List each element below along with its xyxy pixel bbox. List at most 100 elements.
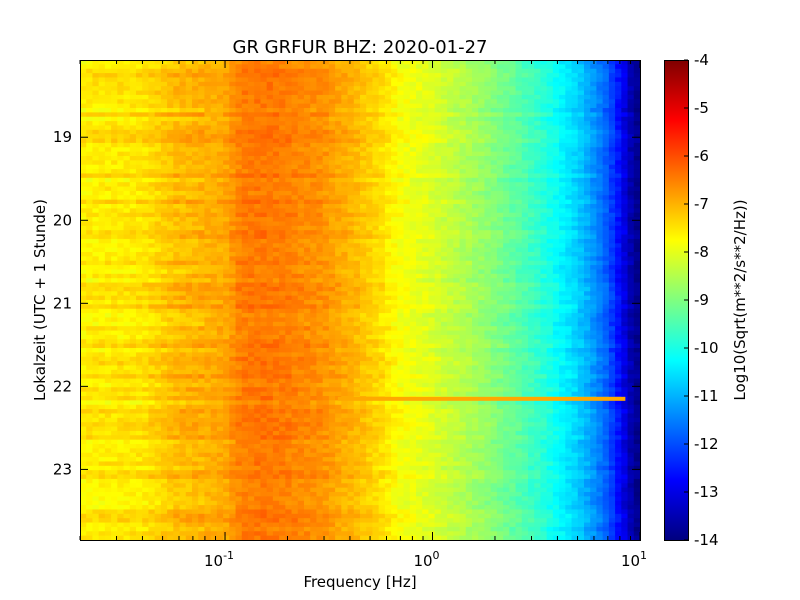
heatmap-cell <box>210 282 218 288</box>
heatmap-cell <box>179 94 187 100</box>
heatmap-cell <box>117 164 125 170</box>
heatmap-cell <box>266 273 274 279</box>
heatmap-cell <box>279 134 286 140</box>
heatmap-cell <box>86 313 94 319</box>
heatmap-cell <box>341 256 349 262</box>
heatmap-cell <box>80 361 87 367</box>
heatmap-cell <box>285 182 293 188</box>
heatmap-cell <box>322 313 330 319</box>
heatmap-cell <box>223 478 230 484</box>
heatmap-cell <box>160 313 168 319</box>
heatmap-cell <box>279 535 286 541</box>
heatmap-cell <box>266 430 274 436</box>
heatmap-cell <box>185 361 193 367</box>
heatmap-cell <box>210 147 218 153</box>
heatmap-cell <box>223 526 230 532</box>
heatmap-cell <box>223 356 230 362</box>
heatmap-cell <box>223 256 230 262</box>
heatmap-cell <box>154 177 162 183</box>
heatmap-cell <box>235 382 243 388</box>
heatmap-cell <box>160 535 168 541</box>
heatmap-cell <box>179 212 187 218</box>
heatmap-cell <box>129 77 137 83</box>
heatmap-cell <box>111 90 118 96</box>
heatmap-cell <box>216 182 224 188</box>
heatmap-cell <box>167 356 174 362</box>
heatmap-cell <box>229 138 237 144</box>
heatmap-cell <box>310 339 318 345</box>
heatmap-cell <box>248 457 255 463</box>
heatmap-cell <box>173 230 181 236</box>
heatmap-cell <box>223 134 230 140</box>
heatmap-cell <box>204 526 212 532</box>
heatmap-cell <box>291 457 299 463</box>
heatmap-cell <box>235 81 243 87</box>
heatmap-cell <box>148 439 156 445</box>
heatmap-cell <box>347 422 355 428</box>
heatmap-cell <box>223 409 230 415</box>
heatmap-cell <box>353 535 361 541</box>
heatmap-cell <box>210 409 218 415</box>
heatmap-cell <box>310 234 318 240</box>
heatmap-cell <box>98 404 106 410</box>
heatmap-cell <box>254 339 262 345</box>
heatmap-cell <box>192 195 199 201</box>
heatmap-cell <box>341 426 349 432</box>
heatmap-cell <box>297 404 305 410</box>
heatmap-cell <box>260 300 268 305</box>
heatmap-cell <box>142 195 150 201</box>
heatmap-cell <box>154 286 162 292</box>
heatmap-cell <box>310 81 318 87</box>
heatmap-cell <box>310 121 318 127</box>
heatmap-cell <box>353 487 361 493</box>
heatmap-cell <box>216 77 224 83</box>
heatmap-cell <box>328 304 336 310</box>
heatmap-cell <box>198 286 206 292</box>
heatmap-cell <box>279 182 286 188</box>
heatmap-cell <box>167 374 174 380</box>
heatmap-cell <box>192 156 199 161</box>
heatmap-cell <box>210 234 218 240</box>
heatmap-cell <box>129 452 137 458</box>
heatmap-cell <box>142 387 150 393</box>
heatmap-cell <box>272 134 280 140</box>
heatmap-cell <box>216 208 224 214</box>
heatmap-cell <box>272 321 280 327</box>
heatmap-cell <box>291 478 299 484</box>
heatmap-cell <box>198 295 206 301</box>
heatmap-cell <box>104 142 112 148</box>
heatmap-cell <box>129 243 137 249</box>
heatmap-cell <box>248 361 255 367</box>
heatmap-cell <box>279 378 286 384</box>
heatmap-cell <box>291 282 299 288</box>
heatmap-cell <box>248 295 255 301</box>
heatmap-cell <box>136 260 143 266</box>
heatmap-cell <box>192 422 199 428</box>
heatmap-cell <box>142 317 150 323</box>
heatmap-cell <box>260 129 268 135</box>
heatmap-cell <box>223 461 230 467</box>
heatmap-cell <box>341 513 349 519</box>
heatmap-cell <box>254 413 262 419</box>
heatmap-cell <box>297 273 305 279</box>
heatmap-cell <box>104 60 112 65</box>
heatmap-cell <box>198 518 206 524</box>
heatmap-cell <box>129 409 137 415</box>
heatmap-cell <box>272 435 280 441</box>
heatmap-cell <box>173 190 181 196</box>
heatmap-cell <box>254 217 262 223</box>
heatmap-cell <box>167 426 174 432</box>
heatmap-cell <box>353 457 361 463</box>
heatmap-cell <box>185 352 193 358</box>
heatmap-cell <box>185 444 193 449</box>
heatmap-cell <box>266 112 274 118</box>
heatmap-cell <box>167 474 174 480</box>
heatmap-cell <box>297 295 305 301</box>
heatmap-cell <box>304 496 311 502</box>
heatmap-cell <box>210 86 218 92</box>
heatmap-cell <box>86 221 94 227</box>
heatmap-cell <box>117 352 125 358</box>
heatmap-cell <box>272 151 280 157</box>
heatmap-cell <box>341 474 349 480</box>
heatmap-cell <box>136 352 143 358</box>
